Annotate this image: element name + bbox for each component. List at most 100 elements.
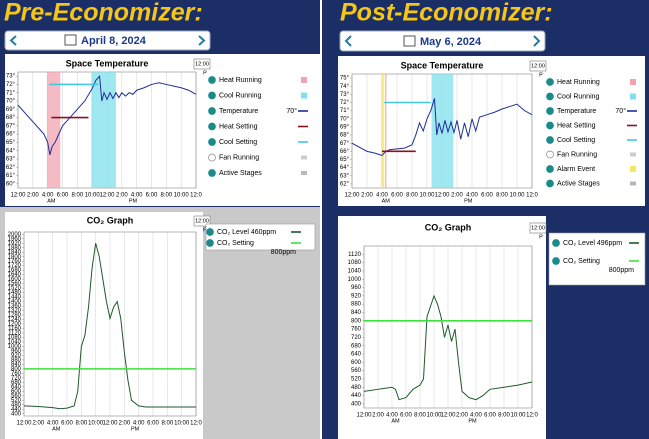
temperature-panel bbox=[338, 56, 645, 206]
x-tick-label: 12:00 bbox=[102, 421, 118, 427]
y-tick-label: 63° bbox=[6, 157, 16, 163]
legend-label: Heat Running bbox=[557, 79, 600, 86]
legend-toggle[interactable] bbox=[208, 91, 216, 100]
y-tick-label: 440 bbox=[11, 407, 22, 413]
legend-toggle[interactable] bbox=[208, 107, 216, 115]
legend-label: Temperature bbox=[219, 108, 258, 115]
next-arrow[interactable] bbox=[533, 35, 541, 47]
y-tick-label: 840 bbox=[11, 362, 22, 368]
legend-toggle[interactable] bbox=[552, 257, 560, 265]
y-tick-label: 1560 bbox=[8, 281, 22, 287]
next-arrow[interactable] bbox=[198, 35, 206, 46]
x-tick-label: 4:00 bbox=[42, 193, 54, 199]
y-tick-label: 1960 bbox=[8, 236, 22, 242]
legend-toggle[interactable] bbox=[546, 136, 554, 144]
legend-toggle[interactable] bbox=[206, 228, 214, 236]
y-tick-label: 71° bbox=[6, 90, 16, 96]
y-tick-label: 2000 bbox=[8, 232, 22, 238]
legend-toggle[interactable] bbox=[546, 107, 554, 115]
series-line bbox=[17, 74, 197, 155]
pm-label: PM bbox=[129, 198, 138, 204]
y-tick-label: 640 bbox=[11, 384, 22, 390]
y-tick-label: 1520 bbox=[8, 286, 22, 292]
y-tick-label: 1080 bbox=[8, 335, 22, 341]
y-tick-label: 520 bbox=[351, 377, 362, 383]
legend-toggle[interactable] bbox=[208, 122, 216, 131]
legend-toggle[interactable] bbox=[208, 153, 216, 162]
corner-label: P bbox=[539, 72, 543, 78]
x-tick-label: 10:00 bbox=[88, 421, 104, 427]
legend-toggle[interactable] bbox=[208, 169, 216, 177]
pm-label: PM bbox=[131, 426, 140, 432]
prev-arrow[interactable] bbox=[9, 35, 17, 46]
legend-label: CO₂ Level 496ppm bbox=[563, 240, 622, 247]
legend-toggle[interactable] bbox=[208, 76, 216, 84]
y-tick-label: 480 bbox=[351, 385, 362, 391]
y-tick-label: 66° bbox=[6, 132, 16, 138]
x-tick-label: 6:00 bbox=[484, 413, 496, 419]
x-tick-label: 8:00 bbox=[496, 193, 508, 199]
legend-toggle[interactable] bbox=[546, 78, 554, 86]
x-tick-label: 6:00 bbox=[57, 193, 69, 199]
x-tick-label: 4:00 bbox=[376, 193, 388, 199]
legend-toggle[interactable] bbox=[206, 239, 214, 247]
x-tick-label: 12:0 bbox=[190, 193, 202, 199]
y-tick-label: 560 bbox=[11, 393, 22, 399]
legend-swatch bbox=[301, 77, 307, 83]
corner-box bbox=[193, 215, 211, 227]
legend-label: Cool Running bbox=[557, 93, 600, 100]
legend-swatch bbox=[630, 152, 636, 157]
y-tick-label: 60° bbox=[6, 181, 16, 187]
legend-toggle[interactable] bbox=[546, 179, 554, 188]
legend-toggle[interactable] bbox=[552, 239, 560, 247]
legend-swatch bbox=[630, 181, 636, 186]
y-tick-label: 840 bbox=[351, 310, 362, 316]
y-tick-label: 1000 bbox=[8, 344, 22, 350]
x-tick-label: 2:00 bbox=[118, 421, 130, 427]
legend-toggle[interactable] bbox=[546, 165, 554, 173]
corner-label: P bbox=[203, 227, 207, 233]
legend-toggle[interactable] bbox=[208, 138, 216, 146]
y-tick-label: 400 bbox=[11, 411, 22, 417]
y-tick-label: 800 bbox=[11, 366, 22, 372]
y-tick-label: 70° bbox=[6, 99, 16, 105]
y-tick-label: 520 bbox=[11, 398, 22, 404]
band bbox=[381, 74, 385, 188]
y-tick-label: 880 bbox=[11, 357, 22, 363]
date-box bbox=[4, 30, 211, 51]
y-tick-label: 61° bbox=[6, 173, 16, 179]
y-tick-label: 720 bbox=[11, 375, 22, 381]
heading: Pre-Economizer: bbox=[4, 0, 203, 27]
legend-toggle[interactable] bbox=[546, 121, 554, 130]
legend-toggle[interactable] bbox=[546, 150, 554, 159]
y-tick-label: 920 bbox=[11, 353, 22, 359]
y-tick-label: 1200 bbox=[8, 322, 22, 328]
y-tick-label: 64° bbox=[6, 148, 16, 154]
x-tick-label: 12:00 bbox=[434, 193, 450, 199]
x-tick-label: 10:00 bbox=[510, 413, 526, 419]
calendar-icon[interactable] bbox=[64, 34, 77, 46]
legend-toggle[interactable] bbox=[546, 92, 554, 101]
legend-swatch bbox=[301, 92, 307, 99]
corner-label: 12:00 bbox=[195, 218, 209, 224]
x-tick-label: 10:00 bbox=[174, 421, 190, 427]
co2-panel bbox=[338, 216, 546, 439]
y-tick-label: 760 bbox=[351, 327, 362, 333]
y-tick-label: 800 bbox=[351, 318, 362, 324]
corner-box bbox=[529, 222, 547, 234]
x-tick-label: 6:00 bbox=[481, 193, 493, 199]
x-tick-label: 12:00 bbox=[10, 193, 26, 199]
am-label: AM bbox=[52, 426, 61, 432]
y-tick-label: 440 bbox=[351, 393, 362, 399]
x-tick-label: 4:00 bbox=[470, 413, 482, 419]
x-tick-label: 2:00 bbox=[27, 193, 39, 199]
calendar-icon[interactable] bbox=[403, 35, 416, 47]
prev-arrow[interactable] bbox=[344, 35, 352, 47]
y-tick-label: 1040 bbox=[8, 340, 22, 346]
y-tick-label: 1640 bbox=[8, 272, 22, 278]
legend-label: CO₂ Level 460ppm bbox=[217, 229, 276, 236]
y-tick-label: 1120 bbox=[8, 331, 22, 337]
x-tick-label: 12:0 bbox=[190, 421, 202, 427]
y-tick-label: 1800 bbox=[8, 254, 22, 260]
y-tick-label: 64° bbox=[340, 165, 350, 171]
